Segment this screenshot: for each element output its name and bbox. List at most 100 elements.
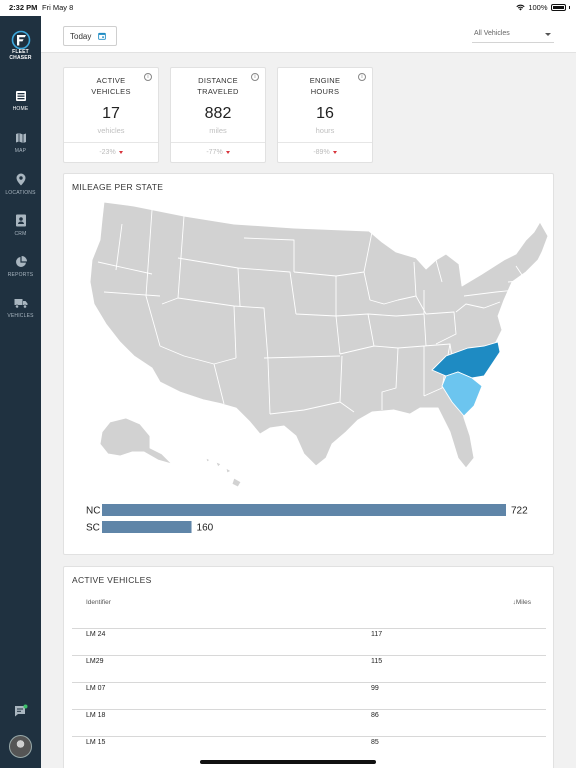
stat-unit: hours bbox=[315, 126, 335, 135]
alaska bbox=[99, 417, 173, 465]
active-vehicles-card: ACTIVE VEHICLES Identifier ↓Miles LM 24 1… bbox=[63, 566, 554, 768]
mileage-bar-chart: NC 722 SC 160 bbox=[86, 504, 528, 534]
calendar-icon bbox=[98, 32, 107, 40]
vehicle-identifier: LM29 bbox=[86, 658, 104, 665]
table-row[interactable]: LM 18 86 bbox=[72, 709, 546, 736]
stat-title-line-2: HOURS bbox=[310, 87, 340, 96]
info-icon[interactable]: i bbox=[251, 73, 259, 81]
pie-chart-icon bbox=[15, 256, 27, 267]
vehicle-miles: 86 bbox=[371, 712, 379, 719]
bar-category-label-sc: SC bbox=[86, 523, 100, 534]
state-borders bbox=[97, 209, 535, 415]
stat-change-value: -23% bbox=[99, 149, 116, 156]
bar-value-label-sc: 160 bbox=[197, 523, 214, 534]
chat-button[interactable] bbox=[14, 704, 28, 723]
stat-change-value: -89% bbox=[313, 149, 330, 156]
vehicle-identifier: LM 07 bbox=[86, 685, 106, 692]
sidebar-item-map[interactable]: MAP bbox=[0, 132, 41, 154]
stat-card-active-vehicles[interactable]: ACTIVE VEHICLES i 17 vehicles -23% bbox=[63, 67, 159, 163]
column-header-miles-label: Miles bbox=[515, 599, 531, 606]
down-arrow-icon bbox=[225, 150, 230, 154]
stat-change-value: -77% bbox=[206, 149, 223, 156]
status-bar: 2:32 PM Fri May 8 100% bbox=[0, 0, 576, 16]
stat-unit: miles bbox=[209, 126, 227, 135]
stat-card-engine-hours[interactable]: ENGINE HOURS i 16 hours -89% bbox=[277, 67, 373, 163]
sidebar-item-reports[interactable]: REPORTS bbox=[0, 256, 41, 278]
table-row[interactable]: LM 15 85 bbox=[72, 736, 546, 763]
table-row[interactable]: LM 24 117 bbox=[72, 628, 546, 655]
stat-title: ACTIVE VEHICLES bbox=[64, 75, 158, 97]
stat-title-line-1: ENGINE bbox=[309, 76, 341, 85]
stat-title-line-1: ACTIVE bbox=[96, 76, 126, 85]
vehicle-identifier: LM 15 bbox=[86, 739, 106, 746]
status-right: 100% bbox=[516, 3, 570, 12]
user-avatar[interactable] bbox=[9, 735, 32, 758]
sidebar-item-label: CRM bbox=[14, 231, 27, 237]
brand-line-1: FLEET bbox=[12, 49, 29, 55]
column-header-identifier[interactable]: Identifier bbox=[86, 599, 111, 606]
stat-title-line-2: VEHICLES bbox=[91, 87, 131, 96]
stat-title-line-1: DISTANCE bbox=[198, 76, 238, 85]
stat-title: ENGINE HOURS bbox=[278, 75, 372, 97]
stat-unit: vehicles bbox=[97, 126, 125, 135]
map-icon bbox=[15, 133, 26, 143]
stat-change: -77% bbox=[171, 142, 265, 162]
sidebar-item-label: HOME bbox=[12, 106, 29, 112]
vehicle-identifier: LM 18 bbox=[86, 712, 106, 719]
sidebar-item-crm[interactable]: CRM bbox=[0, 214, 41, 237]
down-arrow-icon bbox=[118, 150, 123, 154]
fleet-chaser-logo[interactable]: FLEET CHASER bbox=[5, 30, 36, 61]
bar-nc[interactable] bbox=[102, 504, 506, 516]
section-title: MILEAGE PER STATE bbox=[72, 182, 164, 192]
truck-icon bbox=[14, 299, 27, 309]
stat-card-distance-traveled[interactable]: DISTANCE TRAVELED i 882 miles -77% bbox=[170, 67, 266, 163]
info-icon[interactable]: i bbox=[358, 73, 366, 81]
status-time: 2:32 PM bbox=[9, 3, 38, 12]
stat-value: 17 bbox=[102, 105, 120, 122]
vehicle-filter-select[interactable]: All Vehicles bbox=[472, 27, 554, 43]
sidebar-item-label: VEHICLES bbox=[7, 313, 34, 319]
chat-icon bbox=[15, 704, 28, 717]
section-title: ACTIVE VEHICLES bbox=[72, 575, 152, 585]
sidebar-item-label: LOCATIONS bbox=[5, 190, 36, 196]
status-date: Fri May 8 bbox=[42, 3, 74, 12]
column-header-miles[interactable]: ↓Miles bbox=[513, 599, 531, 606]
bar-sc[interactable] bbox=[102, 521, 192, 533]
home-icon bbox=[15, 91, 26, 101]
wifi-icon bbox=[516, 4, 525, 11]
home-indicator bbox=[200, 760, 376, 764]
logo-icon bbox=[11, 30, 30, 50]
date-range-button[interactable]: Today bbox=[63, 26, 117, 46]
sidebar-item-vehicles[interactable]: VEHICLES bbox=[0, 297, 41, 319]
location-pin-icon bbox=[16, 173, 25, 186]
chevron-down-icon bbox=[545, 33, 551, 36]
stat-title: DISTANCE TRAVELED bbox=[171, 75, 265, 97]
sidebar-item-label: REPORTS bbox=[7, 272, 34, 278]
us-map-lower48 bbox=[89, 201, 549, 469]
battery-percent: 100% bbox=[528, 3, 548, 12]
vehicle-miles: 117 bbox=[371, 631, 383, 638]
vehicle-identifier: LM 24 bbox=[86, 631, 106, 638]
contacts-icon bbox=[15, 214, 26, 227]
info-icon[interactable]: i bbox=[144, 73, 152, 81]
down-arrow-icon bbox=[332, 150, 337, 154]
sidebar-item-label: MAP bbox=[14, 148, 27, 154]
sidebar: FLEET CHASER HOME MAP LOCATIONS CRM REPO… bbox=[0, 16, 41, 768]
stat-change: -23% bbox=[64, 142, 158, 162]
vehicle-miles: 85 bbox=[371, 739, 379, 746]
us-map[interactable] bbox=[64, 196, 555, 496]
map-state-sc[interactable] bbox=[441, 371, 483, 417]
sidebar-item-home[interactable]: HOME bbox=[0, 90, 41, 112]
stat-value: 882 bbox=[204, 105, 232, 122]
brand-line-2: CHASER bbox=[9, 54, 32, 61]
top-bar: Today All Vehicles bbox=[41, 16, 576, 53]
stat-title-line-2: TRAVELED bbox=[197, 87, 239, 96]
hawaii-islands bbox=[205, 457, 242, 488]
sidebar-item-locations[interactable]: LOCATIONS bbox=[0, 173, 41, 196]
sort-down-arrow-icon: ↓ bbox=[512, 599, 516, 606]
vehicle-miles: 99 bbox=[371, 685, 379, 692]
vehicle-filter-value: All Vehicles bbox=[474, 30, 510, 37]
stat-change: -89% bbox=[278, 142, 372, 162]
table-row[interactable]: LM 07 99 bbox=[72, 682, 546, 709]
table-row[interactable]: LM29 115 bbox=[72, 655, 546, 682]
